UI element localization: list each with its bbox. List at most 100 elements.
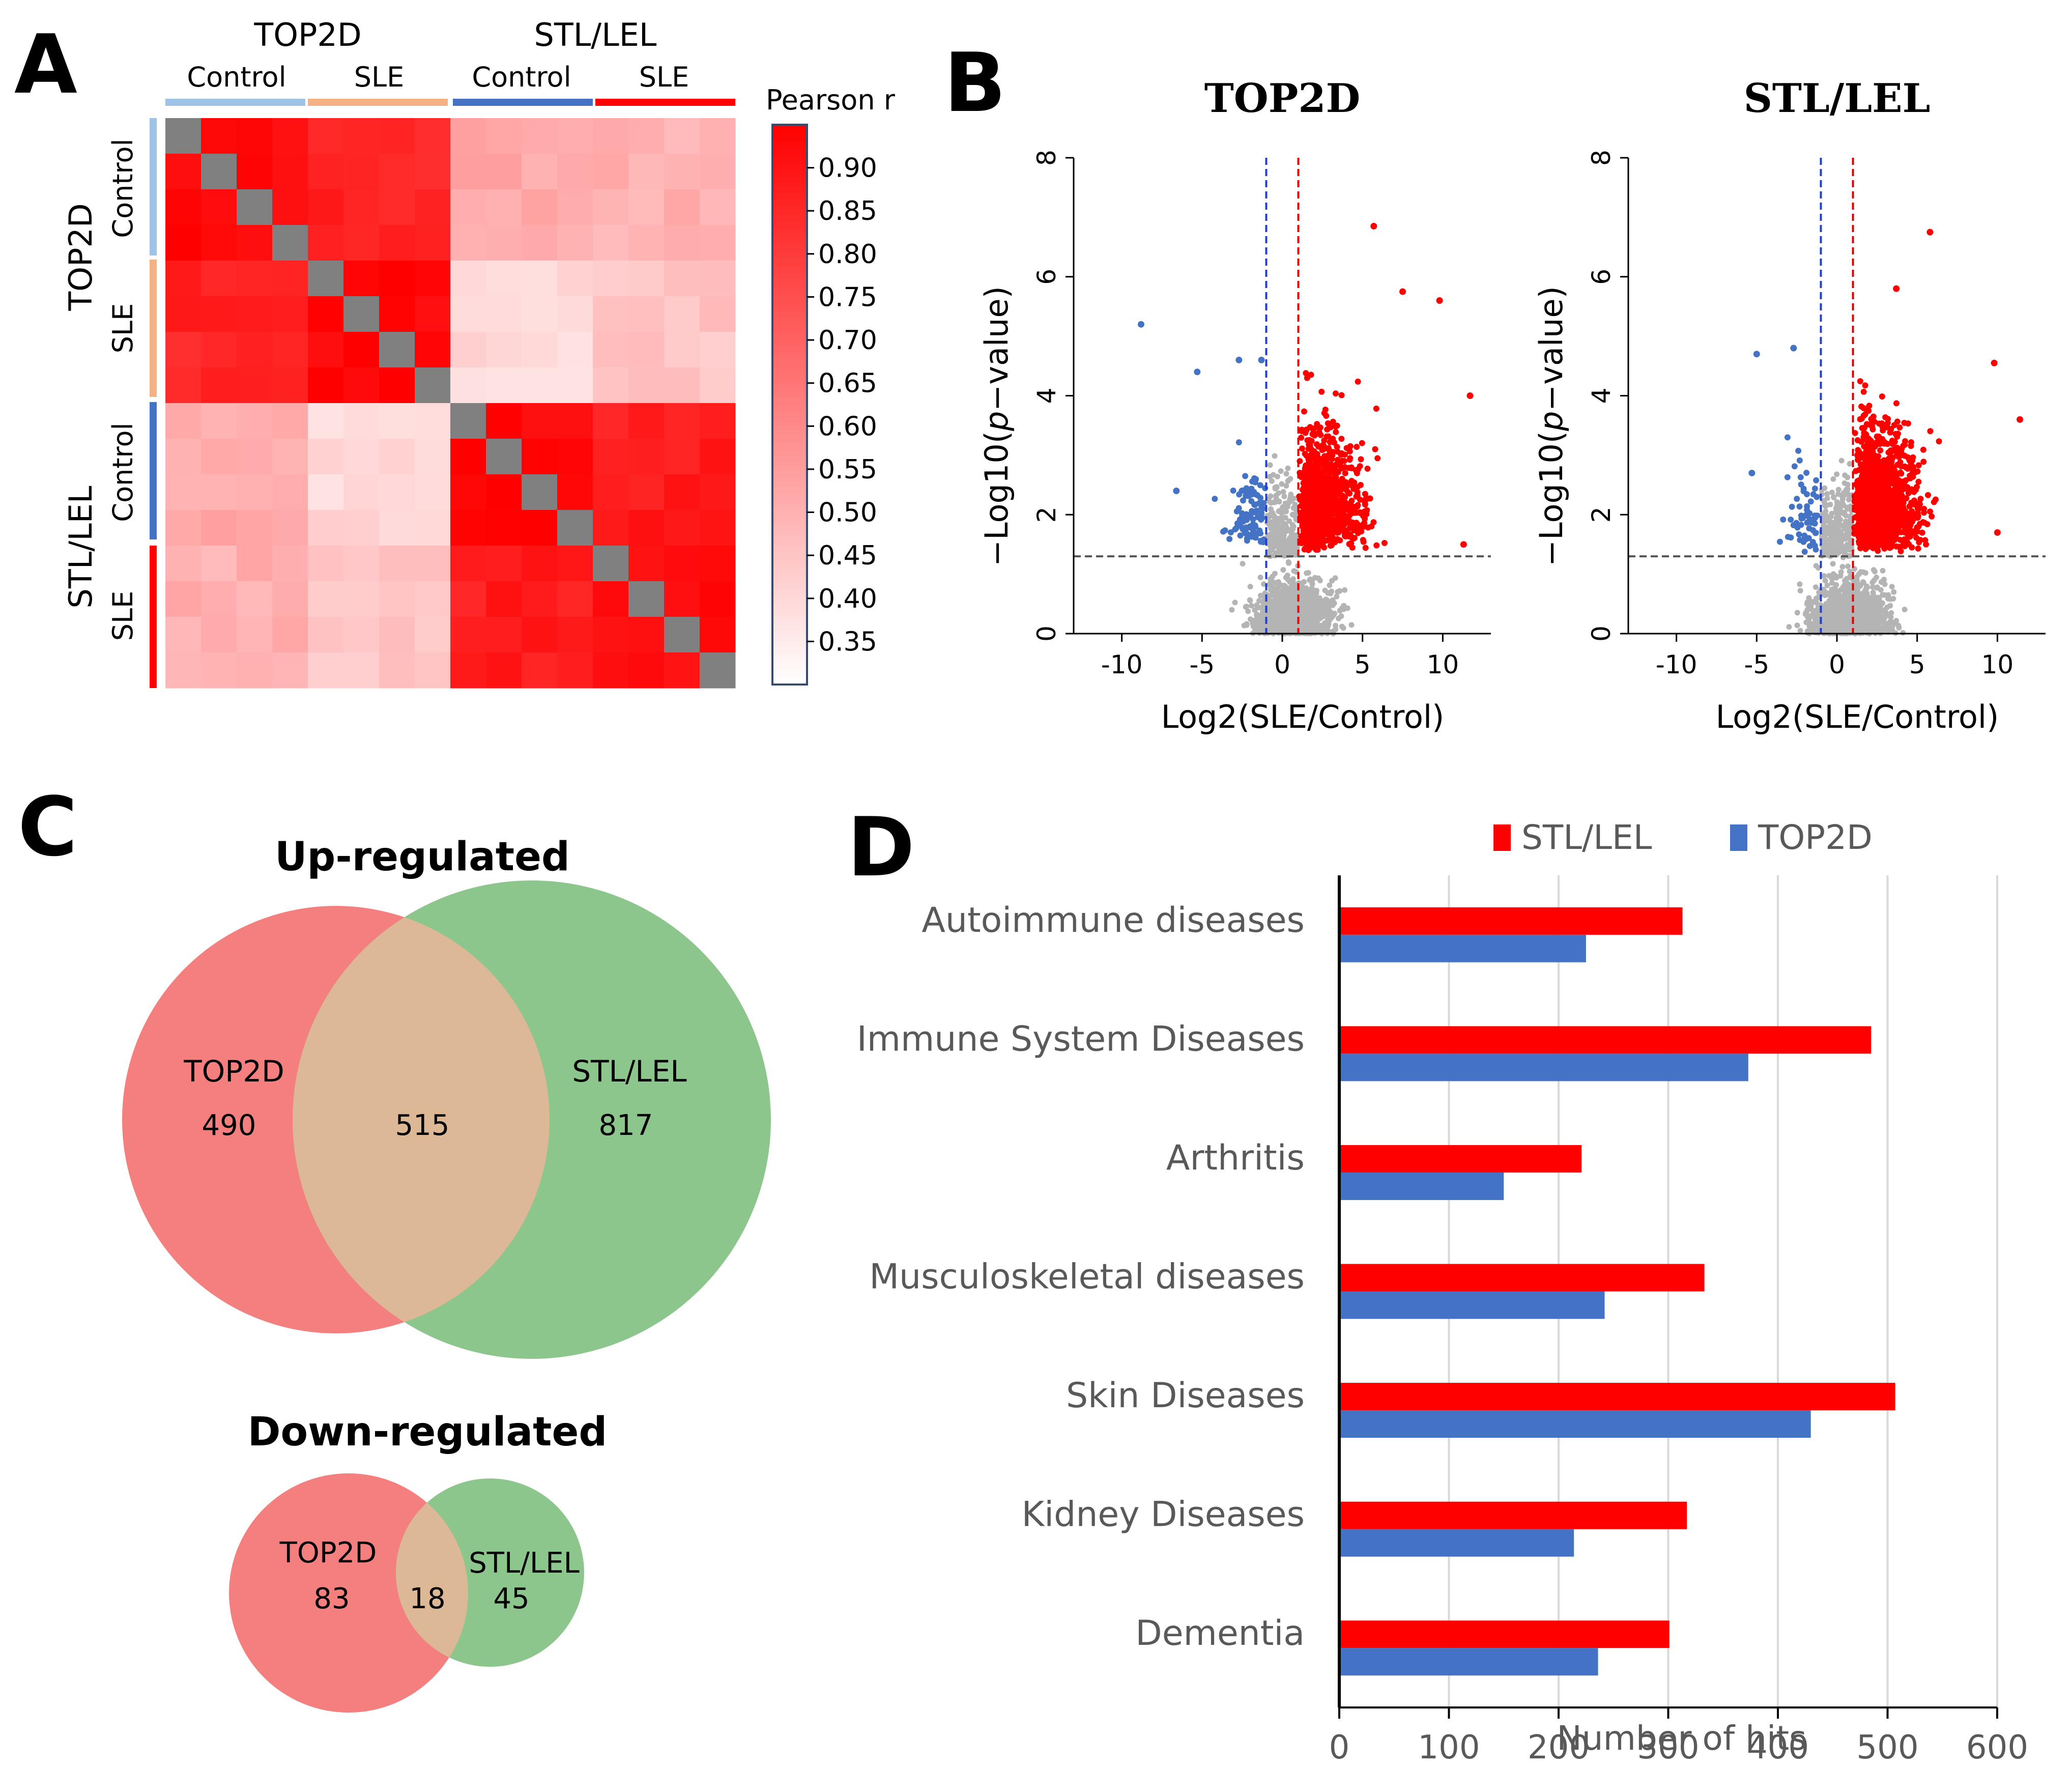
volcano-point-ns	[1873, 596, 1879, 603]
volcano-point-ns	[1283, 528, 1289, 534]
volcano-point-up	[1357, 463, 1363, 469]
heatmap-cell	[486, 403, 522, 439]
heatmap-cell	[664, 225, 700, 261]
heatmap-cell	[379, 510, 415, 546]
volcano-point-ns	[1872, 568, 1878, 575]
colorbar-ticks: 0.900.850.800.750.700.650.600.550.500.45…	[807, 153, 877, 657]
heatmap-cell	[272, 439, 308, 475]
heatmap-cell	[415, 367, 451, 404]
volcano-point-ns	[1827, 620, 1833, 626]
volcano-point-up	[1372, 446, 1378, 452]
volcano-point-ns	[1822, 589, 1828, 595]
volcano-point-ns	[1832, 573, 1838, 579]
volcano-point-ns	[1291, 539, 1297, 545]
volcano-point-ns	[1813, 599, 1819, 605]
volcano-point-ns	[1847, 514, 1853, 520]
volcano-point-up	[1334, 457, 1341, 463]
heatmap-cell	[486, 296, 522, 332]
volcano-point-ns	[1804, 628, 1810, 634]
heatmap-cell	[165, 439, 202, 475]
volcano-point-up	[1362, 496, 1369, 502]
volcano-point-ns	[1838, 569, 1844, 575]
volcano-point-ns	[1888, 610, 1894, 616]
volcano-point-ns	[1816, 589, 1822, 595]
volcano-point-ns	[1283, 483, 1289, 489]
heatmap-cell	[379, 581, 415, 617]
volcano-point-up	[1320, 506, 1327, 513]
heatmap-cell	[700, 332, 736, 368]
colorbar-tick-label: 0.40	[818, 584, 877, 614]
heatmap-cell	[272, 581, 308, 617]
volcano-point-ns	[1829, 580, 1835, 586]
volcano-point-down	[1236, 491, 1243, 498]
heatmap-cell	[272, 617, 308, 653]
heatmap-cell	[628, 581, 665, 617]
volcano-point-ns	[1846, 497, 1852, 503]
volcano-point-up	[1357, 496, 1363, 503]
volcano-point-ns	[1309, 589, 1315, 595]
heatmap-cell	[450, 154, 486, 190]
volcano-point-up	[1318, 478, 1325, 485]
volcano-point-ns	[1229, 607, 1235, 613]
heatmap-cell	[700, 189, 736, 225]
heatmap-cell	[379, 118, 415, 154]
volcano-x-tick-label: -10	[1101, 650, 1143, 679]
volcano-point-ns	[1289, 511, 1296, 518]
volcano-point-ns	[1286, 610, 1292, 616]
heatmap-cell	[557, 225, 593, 261]
heatmap-cell	[664, 439, 700, 475]
volcano-point-ns	[1320, 625, 1327, 632]
volcano-point-up	[1345, 501, 1352, 508]
volcano-point-ns	[1831, 619, 1837, 625]
colorbar-tick-label: 0.85	[818, 196, 877, 226]
heatmap-cell	[450, 581, 486, 617]
volcano-point-ns	[1272, 571, 1278, 577]
heatmap-row-subgroup-label: Control	[107, 422, 139, 522]
heatmap-cell	[557, 332, 593, 368]
volcano-point-ns	[1823, 626, 1829, 632]
heatmap-cell	[308, 367, 344, 404]
heatmap-cell	[450, 118, 486, 154]
heatmap-cell	[557, 546, 593, 582]
volcano-point-ns	[1273, 485, 1279, 491]
heatmap-cell	[308, 510, 344, 546]
volcano-point-ns	[1808, 599, 1815, 605]
heatmap-cell	[593, 118, 629, 154]
volcano-point-ns	[1285, 465, 1291, 471]
volcano-point-ns	[1290, 523, 1297, 529]
volcano-point-ns	[1282, 602, 1288, 608]
heatmap-cell	[415, 296, 451, 332]
volcano-point-ns	[1888, 614, 1894, 620]
volcano-point-up	[1364, 465, 1371, 472]
heatmap-cell	[522, 439, 558, 475]
heatmap-cell	[522, 474, 558, 510]
volcano-point-up	[1311, 432, 1318, 439]
volcano-point-up	[1370, 519, 1377, 526]
heatmap-cell	[343, 261, 380, 297]
heatmap-cell	[486, 367, 522, 404]
volcano-point-up	[1365, 524, 1371, 531]
heatmap-cell	[237, 403, 273, 439]
heatmap-cell	[664, 403, 700, 439]
heatmap-cell	[700, 261, 736, 297]
heatmap-cell	[415, 439, 451, 475]
volcano-point-up	[1306, 437, 1312, 443]
volcano-point-up	[1358, 456, 1364, 463]
heatmap-group-label-top2d: TOP2D	[253, 16, 361, 53]
volcano-point-ns	[1821, 515, 1827, 521]
volcano-point-ns	[1268, 506, 1274, 512]
volcano-point-up	[1305, 519, 1311, 525]
volcano-point-ns	[1245, 608, 1251, 614]
heatmap-cell	[165, 652, 202, 689]
heatmap-cell	[593, 189, 629, 225]
volcano-point-up	[1328, 467, 1335, 474]
volcano-point-up	[1361, 520, 1368, 526]
volcano-point-ns	[1838, 458, 1845, 464]
volcano-point-ns	[1860, 580, 1866, 586]
volcano-point-down	[1248, 486, 1255, 492]
heatmap-cell	[664, 367, 700, 404]
group-bar-stl-control	[453, 99, 593, 106]
volcano-point-down	[1258, 517, 1264, 523]
heatmap-cell	[237, 296, 273, 332]
volcano-point-ns	[1268, 576, 1274, 582]
